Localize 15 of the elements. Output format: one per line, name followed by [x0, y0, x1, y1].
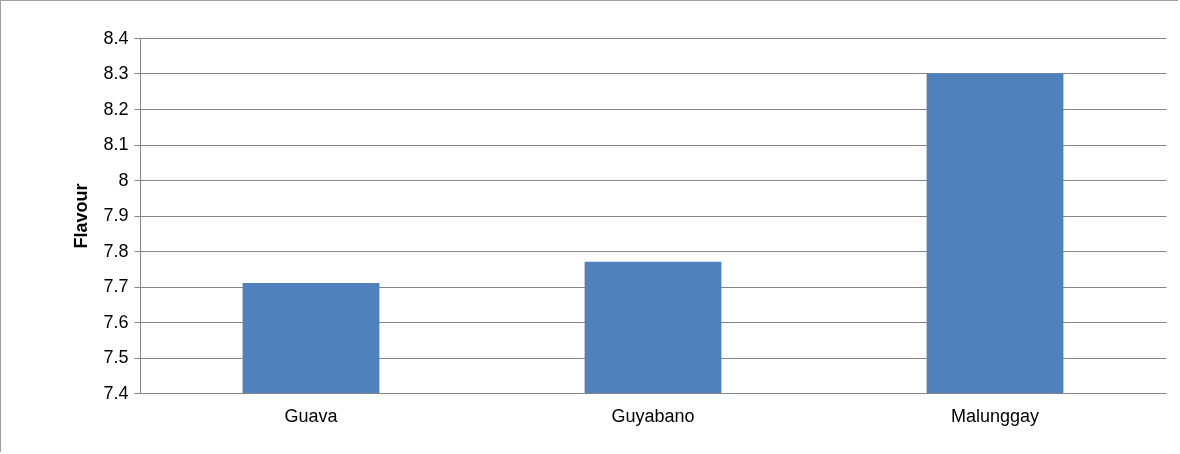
y-tick-label: 8.1 — [103, 134, 129, 154]
x-tick-label: Guava — [284, 405, 339, 426]
y-tick-label: 8.3 — [103, 63, 129, 83]
y-tick-label: 8 — [118, 169, 129, 190]
y-tick-label: 7.6 — [103, 311, 129, 332]
y-axis-title: Flavour — [71, 183, 92, 249]
x-tick-label: Guyabano — [611, 405, 695, 426]
y-tick-label: 7.5 — [103, 347, 129, 367]
y-tick-label: 7.4 — [103, 382, 129, 403]
x-tick-label: Malunggay — [950, 405, 1040, 426]
y-tick-label: 8.4 — [103, 27, 129, 48]
y-tick-label: 8.2 — [103, 98, 129, 119]
y-tick-label: 7.7 — [103, 276, 129, 296]
y-tick-label: 7.9 — [103, 205, 129, 225]
y-tick-label: 7.8 — [103, 240, 129, 261]
